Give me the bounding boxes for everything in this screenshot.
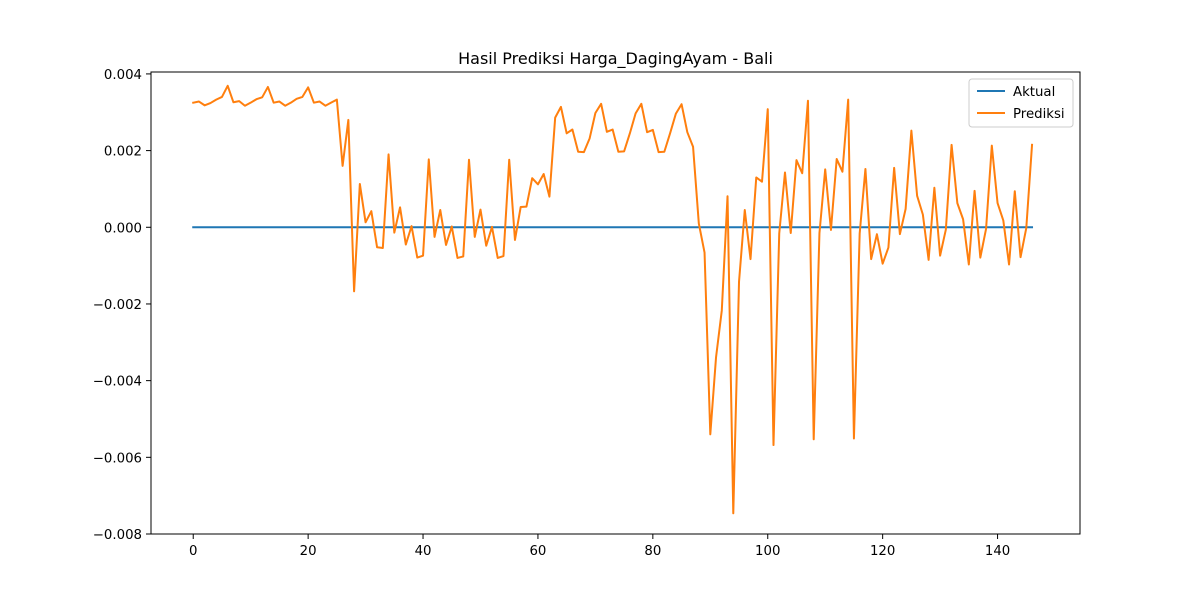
plot-area [151, 72, 1080, 534]
y-tick-label: 0.002 [104, 145, 142, 160]
x-tick-label: 100 [755, 544, 780, 559]
x-tick-label: 60 [529, 544, 546, 559]
series-layer [192, 84, 1034, 515]
y-tick-label: 0.000 [104, 221, 142, 236]
x-tick-label: 140 [985, 544, 1010, 559]
y-tick-label: −0.008 [93, 528, 142, 543]
plot-background [151, 72, 1080, 534]
y-tick-label: 0.004 [104, 68, 142, 83]
axes-frame [150, 71, 1081, 535]
legend-label-prediksi: Prediksi [1013, 107, 1065, 122]
legend: Aktual Prediksi [968, 78, 1074, 128]
legend-label-aktual: Aktual [1013, 85, 1055, 100]
x-tick-label: 20 [300, 544, 317, 559]
x-tick-label: 0 [189, 544, 197, 559]
axes-layer: 0 20 40 60 80 100 120 140 −0.008 −0.006 −0.004 −0.0… [93, 68, 1081, 559]
x-tick-label: 120 [870, 544, 895, 559]
y-tick-label: −0.006 [93, 451, 142, 466]
y-tick-label: −0.002 [93, 298, 142, 313]
chart-title: Hasil Prediksi Harga_DagingAyam - Bali [458, 49, 773, 69]
series-line-prediksi [192, 84, 1034, 515]
x-tick-label: 40 [415, 544, 432, 559]
y-tick-label: −0.004 [93, 375, 142, 390]
x-tick-label: 80 [644, 544, 661, 559]
